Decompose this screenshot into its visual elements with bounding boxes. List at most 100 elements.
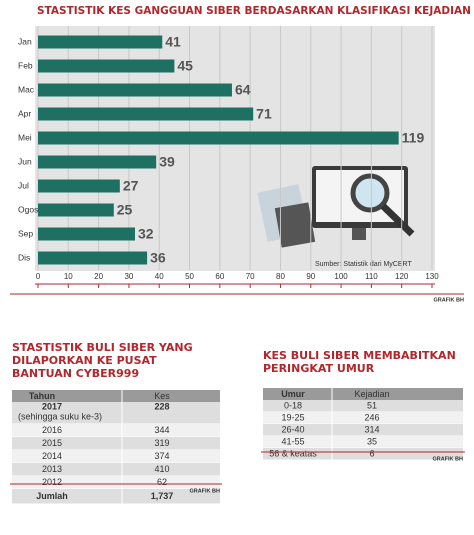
table-cell: 319: [154, 438, 169, 448]
monitor-stand: [352, 228, 366, 240]
table-header-cell: Kejadian: [354, 389, 389, 399]
value-label: 39: [159, 154, 175, 170]
value-label: 25: [117, 202, 133, 218]
table-row: [263, 424, 463, 436]
x-tick-label: 100: [334, 272, 348, 281]
table-row: [12, 450, 220, 463]
x-tick-label: 10: [64, 272, 73, 281]
table-title: BANTUAN CYBER999: [12, 367, 139, 380]
table-row: [263, 412, 463, 424]
table-cell: 246: [364, 412, 379, 422]
bar: [38, 83, 232, 97]
table-row: [12, 402, 220, 424]
source: Sumber: Statistik dari MyCERT: [315, 261, 412, 268]
table-title: KES BULI SIBER MEMBABITKAN: [263, 349, 456, 362]
x-tick-label: 30: [124, 272, 133, 281]
bar: [38, 227, 135, 241]
table-title: STASTISTIK BULI SIBER YANG: [12, 341, 193, 354]
table-note: (sehingga suku ke-3): [18, 411, 102, 421]
bar: [38, 251, 148, 265]
x-tick-label: 130: [425, 272, 439, 281]
table-title: PERINGKAT UMUR: [263, 362, 375, 375]
bar: [38, 179, 120, 193]
x-tick-label: 50: [185, 272, 194, 281]
table-cell: 19-25: [281, 412, 304, 422]
table-cell: 228: [154, 401, 169, 411]
value-label: 32: [138, 226, 154, 242]
x-tick-label: 80: [276, 272, 285, 281]
table-cell: 0-18: [284, 400, 302, 410]
table-row: [12, 476, 220, 489]
y-tick-label: Mac: [18, 84, 35, 94]
y-tick-label: Sep: [18, 228, 33, 238]
y-tick-label: Apr: [18, 108, 31, 118]
table-cell: 35: [367, 436, 377, 446]
table-cell: 2012: [42, 477, 62, 487]
chart-title: STASTISTIK KES GANGGUAN SIBER BERDASARKA…: [37, 5, 474, 17]
value-label: 36: [150, 250, 166, 266]
table-cell: 56 & keatas: [269, 448, 317, 458]
x-tick-label: 40: [155, 272, 164, 281]
table-row: [263, 400, 463, 412]
table-row: [263, 436, 463, 448]
y-tick-label: Feb: [18, 60, 33, 70]
table-header-cell: Umur: [281, 389, 305, 399]
bar: [38, 131, 399, 145]
value-label: 27: [123, 178, 139, 194]
table-row: [12, 489, 220, 504]
table-cell: 6: [369, 448, 374, 458]
value-label: 45: [177, 58, 193, 74]
book: [274, 202, 316, 248]
table-cell: 26-40: [281, 424, 304, 434]
table-header: [263, 388, 463, 400]
table-header-cell: Tahun: [29, 391, 55, 401]
y-tick-label: Jun: [18, 156, 32, 166]
credit: GRAFIK BH: [189, 488, 220, 494]
y-tick-label: Ogos: [18, 204, 38, 214]
table-title: DILAPORKAN KE PUSAT: [12, 354, 157, 367]
value-label: 64: [235, 82, 251, 98]
illustration: [257, 166, 415, 248]
table-cell: 62: [157, 477, 167, 487]
table-cell: 1,737: [151, 491, 174, 501]
y-tick-label: Dis: [18, 252, 30, 262]
table-cell: 410: [154, 464, 169, 474]
table-header: [12, 390, 220, 402]
table-cell: Jumlah: [36, 491, 68, 501]
magnifier-handle: [380, 203, 415, 237]
table-row: [12, 437, 220, 450]
bar: [38, 35, 163, 49]
y-tick-label: Jan: [18, 36, 32, 46]
table-cell: 51: [367, 400, 377, 410]
value-label: 41: [165, 34, 181, 50]
table-cell: 41-55: [281, 436, 304, 446]
x-tick-label: 20: [94, 272, 103, 281]
table-cell: 374: [154, 451, 169, 461]
value-label: 71: [256, 106, 272, 122]
x-tick-label: 110: [365, 272, 378, 281]
credit: GRAFIK BH: [433, 297, 464, 303]
value-label: 119: [402, 130, 425, 146]
table-cell: 314: [364, 424, 379, 434]
x-tick-label: 120: [395, 272, 409, 281]
table-cell: 2017: [42, 401, 62, 411]
table-cell: 2016: [42, 425, 62, 435]
x-tick-label: 0: [36, 272, 41, 281]
table-cell: 344: [154, 425, 169, 435]
table-cell: 2014: [42, 451, 62, 461]
table-row: [263, 448, 463, 460]
bar: [38, 59, 175, 73]
bar: [38, 155, 157, 169]
y-tick-label: Mei: [18, 132, 32, 142]
table-row: [12, 463, 220, 476]
table-row: [12, 424, 220, 437]
x-tick-label: 90: [306, 272, 315, 281]
table-header-cell: Kes: [154, 391, 170, 401]
y-tick-label: Jul: [18, 180, 29, 190]
bar: [38, 203, 114, 217]
magnifier: [350, 173, 390, 213]
credit: GRAFIK BH: [432, 456, 463, 462]
table-cell: 2015: [42, 438, 62, 448]
table-cell: 2013: [42, 464, 62, 474]
